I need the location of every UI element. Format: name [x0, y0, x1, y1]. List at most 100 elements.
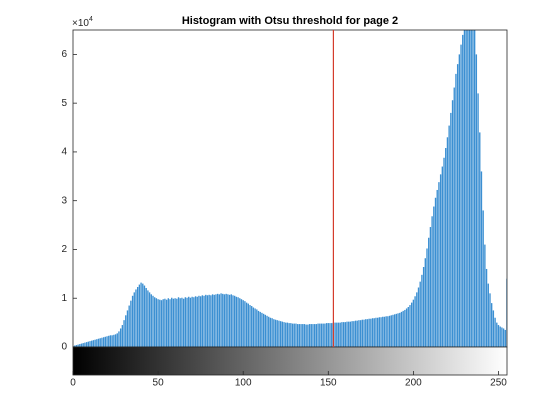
bar: [336, 322, 338, 347]
bar: [74, 345, 76, 347]
x-tick-label: 150: [320, 378, 337, 389]
bar: [104, 336, 107, 347]
bar: [380, 317, 382, 347]
bar: [446, 137, 449, 347]
bar: [480, 171, 483, 347]
bar: [319, 323, 321, 347]
bar: [344, 322, 346, 347]
bar: [365, 319, 367, 347]
bar: [121, 325, 124, 347]
bar: [220, 293, 222, 347]
bar: [286, 322, 289, 347]
bar: [279, 321, 282, 347]
bar: [92, 340, 95, 347]
bar: [359, 320, 362, 347]
bar: [470, 30, 472, 347]
bar: [254, 308, 256, 347]
bar: [373, 318, 375, 347]
bar: [460, 44, 462, 347]
bar: [482, 210, 484, 347]
x-tick-label: 200: [405, 378, 422, 389]
bar: [174, 298, 176, 347]
bar: [310, 324, 312, 347]
bar: [424, 258, 426, 347]
bar: [102, 337, 105, 347]
bar: [489, 293, 491, 347]
bar: [259, 311, 261, 347]
gray-colorbar: [72, 346, 508, 376]
bar: [378, 317, 381, 347]
bar: [256, 309, 258, 347]
bar: [324, 323, 326, 347]
bar: [491, 303, 493, 347]
bar: [399, 312, 401, 347]
y-multiplier-base: ×10: [72, 18, 89, 29]
bar: [450, 112, 452, 347]
bar: [416, 292, 418, 347]
chart-title: Histogram with Otsu threshold for page 2: [182, 15, 398, 27]
bar: [274, 319, 277, 347]
bar: [194, 296, 197, 347]
bar: [106, 336, 108, 347]
bar: [499, 326, 501, 347]
y-tick-label: 4: [61, 147, 67, 158]
bar: [431, 216, 433, 347]
bar: [376, 317, 379, 347]
bar: [164, 298, 166, 347]
bar: [101, 337, 103, 347]
bar: [303, 324, 306, 347]
bar: [199, 296, 202, 347]
bar: [268, 316, 270, 347]
bar: [383, 316, 386, 347]
bar: [216, 293, 219, 347]
bar: [266, 315, 268, 347]
bar: [405, 308, 408, 347]
bar: [382, 316, 384, 347]
bar: [325, 323, 328, 347]
bar: [502, 328, 505, 347]
bar: [295, 323, 297, 347]
bar: [317, 323, 319, 347]
bar: [388, 315, 391, 347]
bar: [456, 64, 459, 347]
bar: [138, 284, 141, 347]
bar: [130, 300, 132, 347]
bar: [80, 343, 83, 347]
bar: [109, 335, 112, 347]
bar: [230, 294, 232, 347]
bar: [215, 294, 217, 347]
bar: [485, 268, 488, 347]
bar: [472, 30, 474, 347]
bar: [278, 320, 280, 347]
bar: [273, 319, 275, 347]
bar: [228, 294, 231, 347]
bar: [111, 335, 113, 347]
bar: [387, 316, 389, 347]
bar: [477, 93, 479, 347]
bar: [227, 294, 229, 347]
bar: [96, 339, 98, 347]
bar: [436, 189, 438, 347]
bar: [402, 310, 404, 347]
bar: [422, 267, 425, 347]
bar: [346, 321, 348, 347]
bar: [414, 296, 416, 347]
bar: [463, 30, 466, 347]
bar: [281, 321, 284, 347]
bar: [395, 313, 398, 347]
bar: [407, 307, 409, 347]
bar: [451, 100, 454, 347]
bar: [208, 294, 210, 347]
bar: [341, 322, 343, 347]
bar: [251, 306, 253, 347]
y-tick-label: 1: [61, 293, 67, 304]
bar: [213, 294, 215, 347]
bar: [290, 323, 292, 347]
bar: [145, 287, 147, 347]
bar: [237, 297, 239, 347]
bar: [305, 324, 307, 347]
bar: [142, 283, 144, 347]
x-tick-label: 100: [235, 378, 252, 389]
y-multiplier: ×104: [72, 16, 93, 29]
bar: [269, 317, 272, 347]
